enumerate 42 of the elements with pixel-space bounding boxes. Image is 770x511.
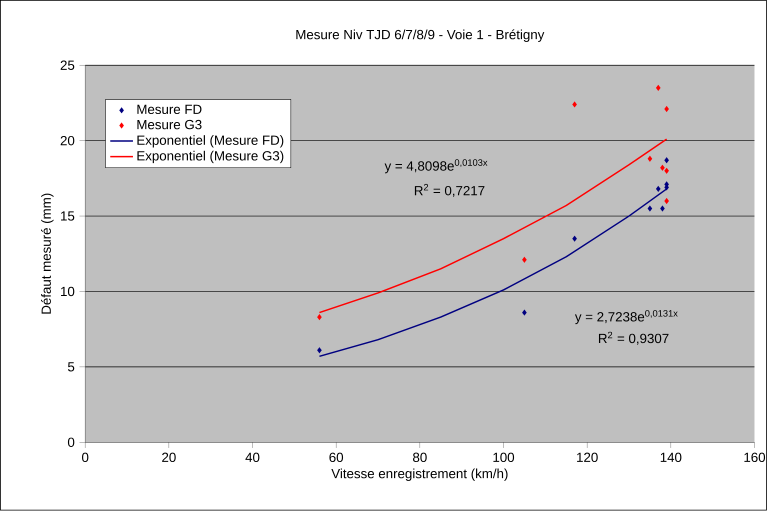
point <box>317 314 322 320</box>
point <box>648 206 652 212</box>
y-tick-label: 20 <box>60 136 74 146</box>
x-tick-label: 140 <box>660 452 682 462</box>
x-tick-label: 20 <box>162 452 176 462</box>
x-tick-label: 40 <box>245 452 260 462</box>
legend-label: Exponentiel (Mesure FD) <box>137 135 284 148</box>
point <box>656 85 661 92</box>
point <box>660 206 665 212</box>
y-tick-label: 0 <box>68 438 74 448</box>
point <box>572 236 577 242</box>
x-tick-label: 60 <box>329 452 344 462</box>
x-tick-label: 120 <box>577 452 598 462</box>
y-tick-label: 5 <box>68 362 74 372</box>
annotation: R$^{2}$ = 0,7217 <box>414 184 484 198</box>
legend-label: Mesure FD <box>137 105 202 114</box>
legend-label: Exponentiel (Mesure G3) <box>137 151 284 164</box>
point <box>648 156 652 162</box>
chart-title: Mesure Niv TJD 6/7/8/9 - Voie 1 - Brétigny <box>296 30 544 42</box>
y-tick-label: 25 <box>60 60 74 70</box>
x-tick-label: 0 <box>82 452 88 462</box>
point <box>660 165 665 171</box>
annotation: y = 2,7238e$^{0,0131x}$ <box>574 310 678 324</box>
point <box>522 257 527 263</box>
point <box>664 168 669 174</box>
x-axis-title: Vitesse enregistrement (km/h) <box>331 468 508 482</box>
point <box>664 158 669 164</box>
y-tick-label: 15 <box>61 212 74 221</box>
legend-label: Mesure G3 <box>137 120 202 130</box>
x-tick-label: 100 <box>493 452 514 462</box>
annotation: R$^{2}$ = 0,9307 <box>598 332 668 345</box>
x-tick-label: 80 <box>413 452 427 462</box>
point <box>664 198 669 204</box>
annotation: y = 4,8098e$^{0,0103x}$ <box>384 160 488 174</box>
point <box>522 310 527 316</box>
point <box>664 106 669 112</box>
point <box>317 348 322 354</box>
y-tick-label: 10 <box>61 287 74 296</box>
point <box>572 102 577 108</box>
point <box>656 186 661 192</box>
x-tick-label: 160 <box>744 452 766 462</box>
y-axis-title: Défaut mesuré (mm) <box>40 194 54 314</box>
